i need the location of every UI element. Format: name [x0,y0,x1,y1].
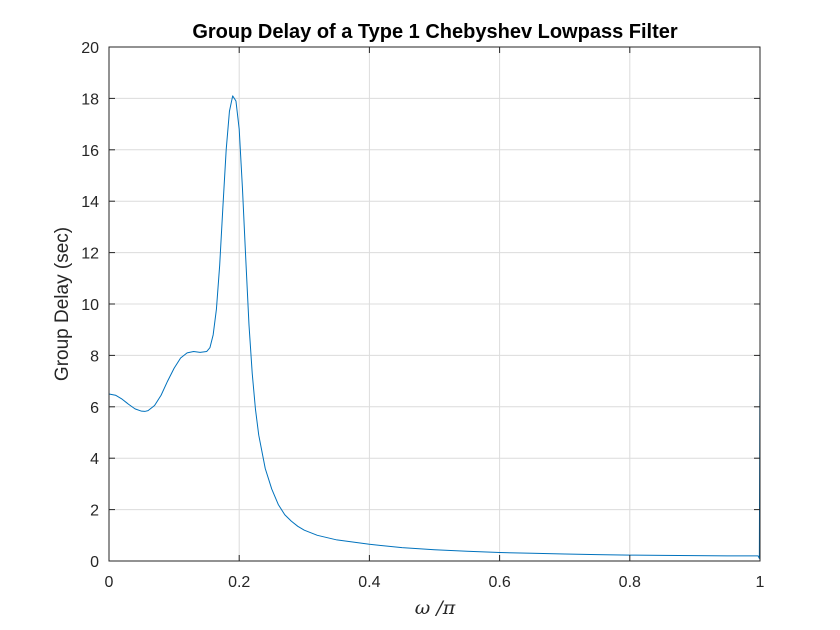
x-tick-label: 0 [105,574,114,591]
y-tick-label: 0 [90,554,99,571]
x-tick-label: 0.6 [488,574,510,591]
series-layer [108,95,761,559]
y-tick-label: 14 [81,194,99,211]
x-axis-label: ω /π [415,597,456,619]
x-tick-label: 0.8 [619,574,641,591]
grid-layer [109,47,760,561]
chart-title: Group Delay of a Type 1 Chebyshev Lowpas… [192,21,678,43]
y-tick-label: 10 [81,297,99,314]
series-line-group-delay [108,95,761,559]
y-tick-label: 8 [90,348,99,365]
y-tick-label: 16 [81,143,99,160]
y-tick-label: 2 [90,503,99,520]
x-tick-label: 0.4 [358,574,380,591]
y-tick-label: 18 [81,91,99,108]
x-tick-label: 1 [756,574,765,591]
y-tick-label: 20 [81,40,99,57]
y-tick-label: 12 [81,246,99,263]
y-tick-label: 6 [90,400,99,417]
y-axis-label: Group Delay (sec) [52,227,73,381]
y-tick-label: 4 [90,451,99,468]
x-tick-label: 0.2 [228,574,250,591]
